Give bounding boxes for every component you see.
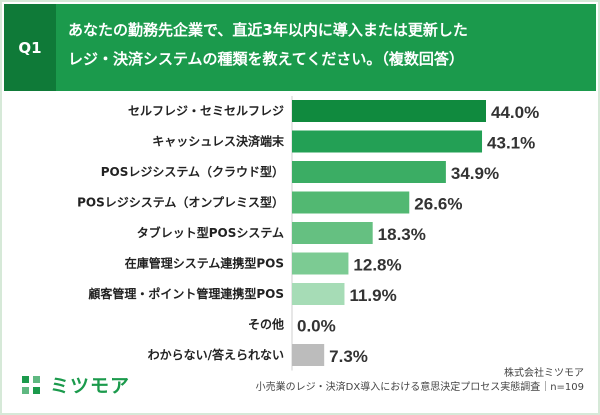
question-line-2: レジ・決済システムの種類を教えてください。（複数回答） (68, 50, 464, 68)
logo-text: ミツモア (50, 375, 131, 397)
category-label: 在庫管理システム連携型POS (125, 256, 284, 271)
value-label: 18.3% (378, 225, 426, 244)
question-number: Q1 (4, 4, 56, 91)
bar (292, 130, 483, 153)
value-label: 11.9% (349, 286, 396, 305)
category-label: わからない/答えられない (148, 347, 284, 362)
value-label: 43.1% (487, 134, 535, 153)
question-text: あなたの勤務先企業で、直近3年以内に導入または更新した レジ・決済システムの種類… (68, 16, 588, 74)
bar (292, 100, 486, 122)
category-label: その他 (248, 317, 284, 332)
survey-title: 小売業のレジ・決済DX導入における意思決定プロセス実態調査｜n=109 (255, 382, 584, 393)
value-label: 34.9% (451, 164, 499, 183)
category-label: 顧客管理・ポイント管理連携型POS (88, 286, 284, 301)
bar (292, 222, 373, 244)
category-label: POSレジシステム（オンプレミス型） (77, 195, 284, 210)
survey-credit: 株式会社ミツモア 小売業のレジ・決済DX導入における意思決定プロセス実態調査｜n… (256, 367, 584, 395)
question-header: Q1 あなたの勤務先企業で、直近3年以内に導入または更新した レジ・決済システム… (4, 4, 596, 91)
value-label: 26.6% (414, 195, 462, 214)
value-label: 44.0% (491, 103, 539, 122)
category-label: セルフレジ・セミセルフレジ (128, 104, 284, 118)
brand-logo: ミツモア (20, 371, 130, 398)
bar (292, 161, 446, 183)
category-label: POSレジシステム（クラウド型） (101, 164, 284, 179)
company-name: 株式会社ミツモア (504, 368, 584, 379)
value-label: 0.0% (297, 317, 336, 336)
question-line-1: あなたの勤務先企業で、直近3年以内に導入または更新した (68, 21, 468, 39)
value-label: 7.3% (329, 347, 368, 366)
logo-icon (22, 375, 40, 394)
category-label: キャッシュレス決済端末 (152, 134, 285, 149)
bar (292, 344, 325, 366)
bar (292, 283, 345, 305)
bar (292, 191, 410, 214)
bar (292, 252, 349, 275)
value-label: 12.8% (353, 256, 401, 275)
category-label: タブレット型POSシステム (137, 225, 284, 240)
